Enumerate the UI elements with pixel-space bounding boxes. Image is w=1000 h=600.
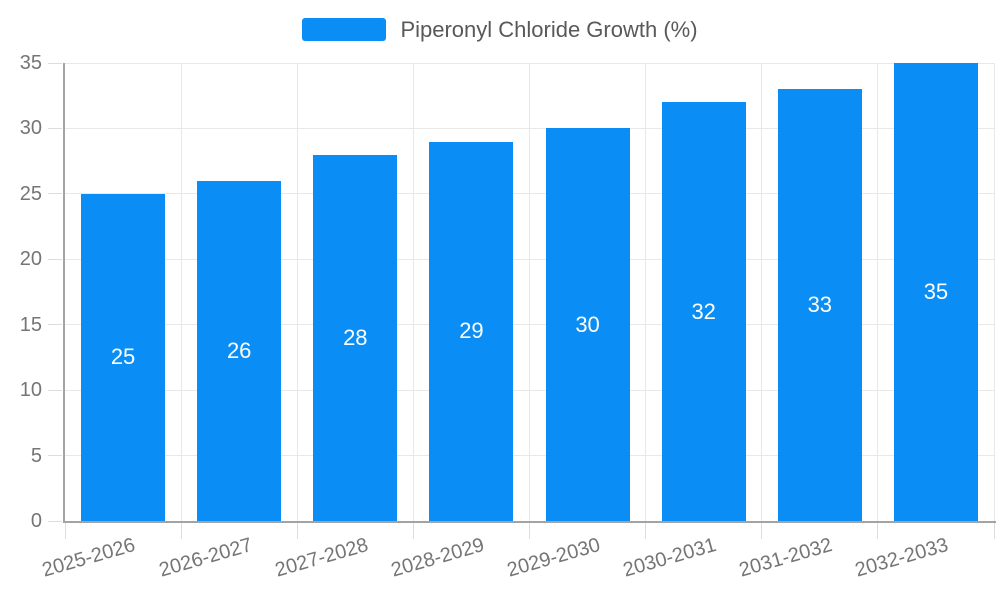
x-axis-tick [180,521,182,539]
bar[interactable]: 26 [197,180,282,521]
bar[interactable]: 25 [81,193,166,521]
bar-value-label: 29 [459,318,484,344]
x-axis-tick [412,521,414,539]
bar-value-label: 25 [110,344,136,370]
x-axis-label: 2031-2032 [736,534,835,582]
legend-swatch [302,18,387,41]
bar[interactable]: 28 [313,154,398,521]
gridline-vertical [877,63,879,521]
y-axis-label: 15 [19,313,42,336]
bar[interactable]: 33 [777,89,862,521]
legend-item[interactable]: Piperonyl Chloride Growth (%) [302,17,698,42]
bar[interactable]: 29 [429,141,514,521]
gridline-vertical [529,63,530,521]
x-axis-tick [529,521,530,539]
y-axis-label: 35 [19,52,42,74]
x-axis-tick [64,521,66,539]
bar[interactable]: 35 [893,63,978,521]
bar-value-label: 26 [226,337,252,363]
bar-value-label: 35 [923,279,949,304]
y-axis-tick [48,193,62,195]
bar-value-label: 28 [343,324,368,350]
y-axis-tick [48,127,62,129]
bar-value-label: 30 [575,311,600,337]
x-axis-label: 2025-2026 [40,534,139,582]
x-axis-label: 2027-2028 [272,534,371,582]
x-axis-tick [645,521,647,539]
gridline-vertical [993,63,995,521]
y-axis-label: 25 [19,182,42,205]
y-axis-tick [48,62,62,64]
x-axis-label: 2028-2029 [388,534,487,582]
y-axis-line [63,63,65,521]
y-axis-tick [48,520,62,522]
legend: Piperonyl Chloride Growth (%) [0,18,1000,41]
x-axis-tick [877,521,879,539]
bar[interactable]: 32 [661,102,746,521]
x-axis-label: 2026-2027 [156,534,255,582]
y-axis-tick [48,324,62,326]
gridline-vertical [180,63,182,521]
gridline-vertical [296,63,298,521]
x-axis-label: 2030-2031 [620,534,719,582]
bar-value-label: 32 [691,298,716,324]
bar[interactable]: 30 [545,128,630,521]
y-axis-label: 30 [19,117,42,140]
y-axis-label: 20 [19,248,42,271]
gridline-vertical [761,63,763,521]
legend-label: Piperonyl Chloride Growth (%) [400,17,698,42]
gridline-vertical [412,63,414,521]
gridline-vertical [645,63,647,521]
x-axis-label: 2032-2033 [852,534,952,582]
y-axis-tick [48,455,62,457]
y-axis-label: 10 [19,379,42,402]
x-axis-tick [296,521,298,539]
x-axis-line [63,521,996,523]
x-axis-label: 2029-2030 [504,534,603,582]
y-axis-tick [48,258,62,260]
y-axis-tick [48,389,62,391]
bar-value-label: 33 [807,292,833,318]
y-axis-label: 0 [30,510,42,532]
y-axis-label: 5 [30,444,42,467]
x-axis-tick [993,521,995,539]
x-axis-tick [761,521,763,539]
